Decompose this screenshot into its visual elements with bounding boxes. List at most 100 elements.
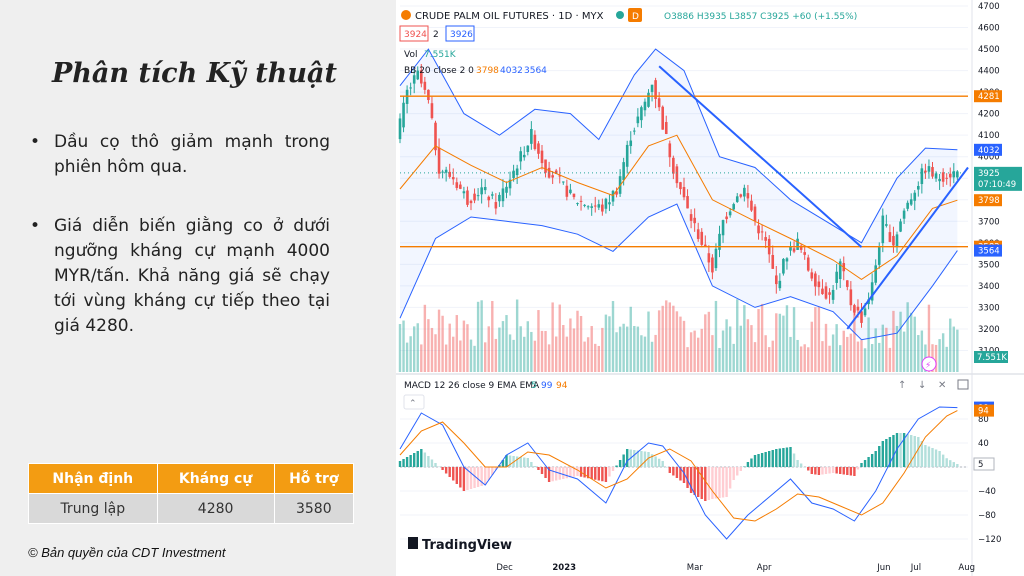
candle: [608, 194, 611, 212]
macd-histogram-bar: [547, 467, 551, 482]
candle: [700, 228, 704, 248]
price-chart-panel[interactable]: 3100320033003400350036003700380039004000…: [396, 0, 1024, 576]
candle-body: [483, 187, 487, 191]
candle: [775, 265, 778, 294]
macd-histogram-bar: [633, 450, 636, 467]
candle: [838, 258, 842, 289]
maximize-pane-icon[interactable]: [957, 379, 969, 390]
macd-histogram-bar: [910, 435, 913, 467]
volume-bar: [870, 344, 874, 372]
macd-histogram-bar: [853, 467, 856, 476]
macd-pane[interactable]: [398, 406, 968, 540]
bid-box[interactable]: [399, 25, 429, 42]
macd-histogram-bar: [707, 467, 711, 500]
volume-bar: [938, 339, 941, 372]
volume-bar: [413, 326, 416, 372]
volume-bar: [799, 346, 803, 372]
candle-body: [537, 143, 540, 154]
candle: [704, 235, 707, 246]
candle-body: [604, 198, 608, 209]
ask-price[interactable]: 3926: [450, 30, 473, 40]
bb-lower-line: [399, 203, 958, 341]
volume-bar: [746, 319, 750, 372]
trendline[interactable]: [658, 65, 863, 248]
ohlc-readout: O3886 H3935 L3857 C3925 +60 (+1.55%): [664, 12, 857, 22]
candle-body: [647, 92, 650, 107]
candle-body: [700, 231, 704, 245]
volume-bar: [494, 338, 498, 372]
candle-body: [753, 206, 757, 221]
move-down-icon[interactable]: ↓: [918, 380, 926, 391]
macd-histogram-bar: [746, 462, 750, 467]
collapse-button[interactable]: [403, 394, 425, 410]
candle: [533, 130, 537, 151]
candle: [593, 196, 597, 213]
candle: [924, 163, 927, 179]
volume-bar: [558, 304, 561, 372]
spread-value: 2: [433, 30, 439, 40]
candle: [721, 219, 725, 243]
volume-bar: [601, 327, 604, 372]
candle: [803, 246, 806, 260]
volume-bar: [597, 345, 600, 372]
macd-histogram-bar: [441, 467, 444, 470]
macd-histogram-bar: [771, 450, 774, 467]
cell-assessment: Trung lập: [28, 493, 158, 524]
macd-histogram-bar: [618, 460, 622, 467]
volume-bar: [572, 328, 576, 372]
bid-price[interactable]: 3924: [404, 30, 427, 40]
move-up-icon[interactable]: ↑: [898, 380, 906, 391]
trendline[interactable]: [846, 166, 969, 330]
close-pane-icon[interactable]: ✕: [938, 380, 946, 391]
candle: [913, 190, 917, 211]
candle: [444, 166, 448, 182]
candle: [640, 105, 643, 128]
candle: [625, 140, 629, 174]
candle: [515, 164, 519, 184]
volume-bar: [764, 335, 767, 372]
volume-bar: [714, 300, 718, 372]
ask-box[interactable]: [445, 25, 475, 42]
volume-bar: [736, 299, 739, 372]
volume-bar: [537, 310, 540, 372]
macd-histogram-bar: [945, 458, 948, 467]
candle: [526, 145, 530, 156]
volume-bar: [579, 315, 583, 372]
volume-bar: [732, 343, 735, 372]
chevron-up-icon[interactable]: ⌃: [409, 399, 417, 409]
macd-histogram-bar: [551, 467, 554, 482]
macd-tick-label: −40: [978, 487, 996, 497]
candle: [956, 170, 959, 180]
volume-bar: [444, 344, 448, 372]
candle-body: [661, 106, 664, 130]
volume-bar: [636, 326, 640, 372]
macd-histogram-bar: [839, 467, 842, 474]
macd-histogram-bar: [622, 454, 625, 467]
candle-body: [945, 177, 948, 179]
candle: [711, 254, 714, 280]
macd-histogram-bar: [917, 437, 920, 467]
candle: [469, 199, 473, 211]
candle-body: [540, 150, 544, 164]
candle: [689, 209, 693, 229]
candle-body: [441, 171, 444, 173]
volume-bar: [704, 314, 707, 372]
candle-body: [789, 246, 792, 251]
price-tag-label: 4032: [978, 146, 1000, 156]
volume-bar: [899, 311, 902, 372]
candle: [522, 146, 526, 161]
candle: [647, 89, 650, 108]
symbol-icon: [401, 10, 411, 20]
candle-body: [576, 203, 579, 205]
price-chart[interactable]: 3100320033003400350036003700380039004000…: [396, 0, 1024, 576]
volume-bar: [888, 347, 892, 372]
lightning-icon[interactable]: [921, 356, 937, 372]
signal-line: [399, 410, 958, 522]
candle-body: [782, 258, 785, 274]
macd-histogram-bar: [888, 437, 892, 467]
candle: [629, 131, 633, 154]
candle: [462, 186, 466, 199]
volume-bar: [842, 330, 845, 372]
volume-bar: [484, 342, 487, 372]
bb-mid-line: [399, 134, 958, 281]
